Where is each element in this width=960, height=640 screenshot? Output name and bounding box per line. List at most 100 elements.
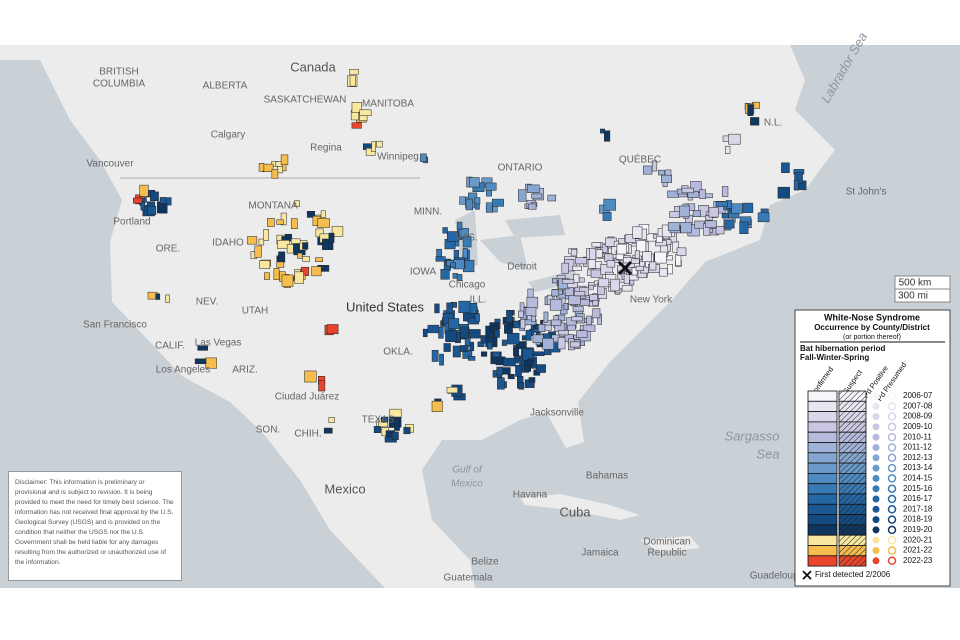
label: CALIF. bbox=[155, 341, 185, 352]
legend-confirmed bbox=[807, 431, 838, 443]
legend-year: 2006-07 bbox=[903, 391, 933, 400]
label: Las Vegas bbox=[195, 338, 242, 349]
occurrence-area bbox=[258, 238, 265, 246]
place-labels: Canada BRITISH COLUMBIA ALBERTA SASKATCH… bbox=[83, 30, 886, 584]
label: MONTANA bbox=[248, 201, 298, 212]
first-detected-marker bbox=[617, 260, 633, 276]
occurrence-area bbox=[474, 197, 481, 205]
legend-suspect-hatch bbox=[839, 473, 866, 484]
occurrence-area bbox=[592, 308, 601, 319]
label: Havana bbox=[513, 490, 548, 501]
occurrence-area bbox=[445, 330, 457, 343]
legend-confirmed bbox=[807, 524, 838, 536]
occurrence-area bbox=[679, 205, 690, 218]
occurrence-area bbox=[140, 200, 146, 211]
label: CHIH. bbox=[294, 429, 321, 440]
legend-confirmed bbox=[807, 390, 838, 402]
occurrence-area bbox=[630, 258, 640, 264]
occurrence-area bbox=[150, 191, 159, 201]
occurrence-area bbox=[462, 248, 468, 259]
legend-pd-presumed bbox=[887, 535, 897, 545]
occurrence-area bbox=[542, 338, 554, 350]
occurrence-area bbox=[501, 339, 507, 346]
legend-pd-presumed bbox=[887, 402, 897, 411]
legend-suspect-hatch bbox=[839, 555, 866, 567]
occurrence-area bbox=[600, 128, 606, 134]
legend-footnote: First detected 2/2006 bbox=[815, 570, 891, 579]
occurrence-area bbox=[427, 324, 440, 334]
label: Portland bbox=[113, 217, 150, 228]
legend-year: 2016-17 bbox=[903, 494, 933, 503]
occurrence-area bbox=[757, 212, 770, 223]
occurrence-area bbox=[460, 326, 469, 339]
occurrence-area bbox=[459, 196, 466, 205]
occurrence-area bbox=[306, 211, 315, 218]
occurrence-area bbox=[439, 353, 444, 366]
legend-suspect-hatch bbox=[839, 452, 866, 464]
occurrence-area bbox=[326, 324, 339, 335]
occurrence-area bbox=[458, 300, 471, 314]
occurrence-area bbox=[277, 166, 283, 174]
occurrence-area bbox=[642, 251, 652, 263]
legend-pd-positive bbox=[872, 433, 880, 441]
occurrence-area bbox=[598, 278, 610, 288]
occurrence-area bbox=[634, 250, 640, 259]
occurrence-area bbox=[561, 262, 569, 274]
legend-suspect-hatch bbox=[839, 545, 866, 556]
label: Guadeloupe bbox=[750, 571, 805, 582]
legend-year: 2021-22 bbox=[903, 546, 933, 555]
occurrence-area bbox=[661, 174, 672, 183]
occurrence-area bbox=[667, 222, 680, 232]
disclaimer: Disclaimer: This information is prelimin… bbox=[8, 471, 182, 581]
quebec-land bbox=[600, 170, 680, 230]
occurrence-area bbox=[576, 330, 588, 338]
legend-pd-presumed bbox=[887, 412, 897, 421]
occurrence-area bbox=[442, 227, 448, 234]
legend-confirmed bbox=[807, 472, 838, 485]
legend-pd-positive bbox=[872, 485, 880, 493]
scale-label: 500 km bbox=[899, 278, 932, 289]
occurrence-area bbox=[497, 377, 505, 390]
occurrence-area bbox=[504, 324, 513, 334]
occurrence-area bbox=[728, 133, 741, 145]
legend-pd-presumed bbox=[887, 391, 897, 401]
legend-pd-positive bbox=[872, 505, 880, 513]
label: NEV. bbox=[196, 297, 218, 308]
occurrence-area bbox=[507, 333, 520, 345]
legend-year: 2009-10 bbox=[903, 422, 933, 431]
occurrence-area bbox=[715, 201, 728, 207]
occurrence-area bbox=[349, 69, 359, 75]
occurrence-area bbox=[536, 364, 546, 373]
occurrence-area bbox=[793, 179, 799, 191]
occurrence-area bbox=[531, 315, 536, 322]
legend-pd-positive bbox=[872, 402, 880, 410]
legend-suspect-hatch bbox=[839, 494, 866, 505]
occurrence-area bbox=[777, 186, 790, 199]
occurrence-area bbox=[551, 289, 560, 297]
occurrence-area bbox=[692, 210, 701, 217]
occurrence-area bbox=[456, 221, 463, 231]
occurrence-area bbox=[487, 341, 493, 350]
occurrence-area bbox=[302, 256, 311, 262]
occurrence-area bbox=[446, 231, 459, 242]
occurrence-area bbox=[492, 351, 501, 358]
legend-year: 2015-16 bbox=[903, 484, 933, 493]
occurrence-area bbox=[331, 226, 344, 237]
label: ORE. bbox=[156, 244, 180, 255]
legend-period: Bat hibernation period bbox=[800, 344, 885, 353]
occurrence-area bbox=[721, 186, 729, 197]
occurrence-area bbox=[280, 154, 289, 166]
occurrence-area bbox=[264, 272, 270, 280]
label: WIS. bbox=[456, 233, 478, 244]
occurrence-area bbox=[351, 122, 362, 129]
occurrence-area bbox=[708, 207, 719, 218]
legend-confirmed bbox=[807, 534, 838, 546]
label: Mexico bbox=[324, 481, 365, 496]
occurrence-area bbox=[675, 253, 682, 266]
occurrence-area bbox=[297, 252, 303, 259]
occurrence-area bbox=[311, 266, 322, 277]
label: ONTARIO bbox=[498, 163, 543, 174]
legend-confirmed bbox=[807, 442, 838, 454]
legend-pd-presumed bbox=[887, 556, 897, 566]
occurrence-area bbox=[532, 351, 545, 356]
